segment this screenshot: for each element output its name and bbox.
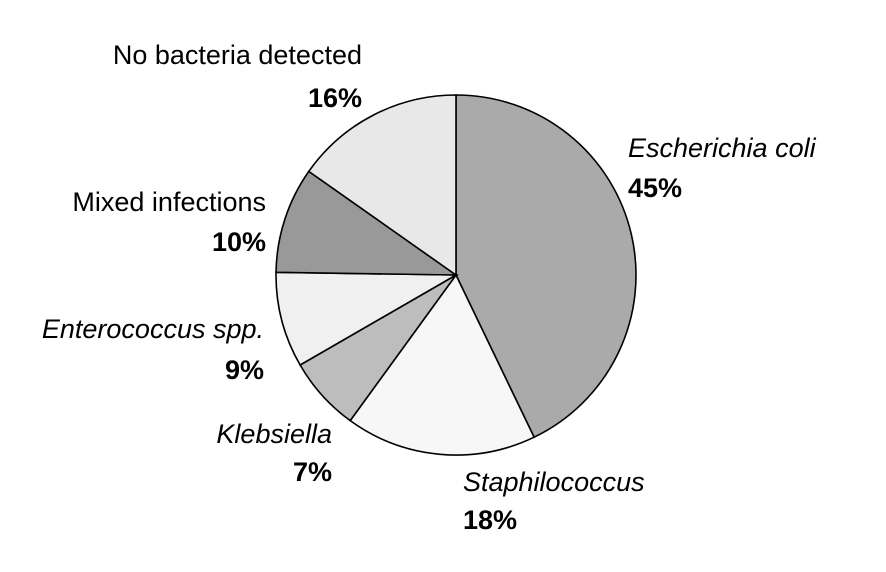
slice-label: No bacteria detected — [113, 40, 362, 70]
slice-label: Klebsiella — [216, 419, 332, 449]
value-label: 18% — [463, 505, 517, 535]
slice-label: Enterococcus spp. — [42, 314, 264, 344]
pie-slice — [275, 170, 459, 276]
pie-slice — [349, 273, 536, 456]
pie-slice — [455, 94, 637, 439]
value-label: 16% — [308, 83, 362, 113]
value-label: 45% — [628, 173, 682, 203]
pie-slice — [275, 271, 459, 367]
slice-label: Mixed infections — [72, 187, 266, 217]
value-label: 7% — [293, 457, 332, 487]
slice-label: Escherichia coli — [628, 133, 817, 163]
slice-label: Staphilococcus — [463, 467, 645, 497]
value-label: 9% — [225, 355, 264, 385]
pie-slice — [307, 94, 457, 277]
value-label: 10% — [212, 227, 266, 257]
